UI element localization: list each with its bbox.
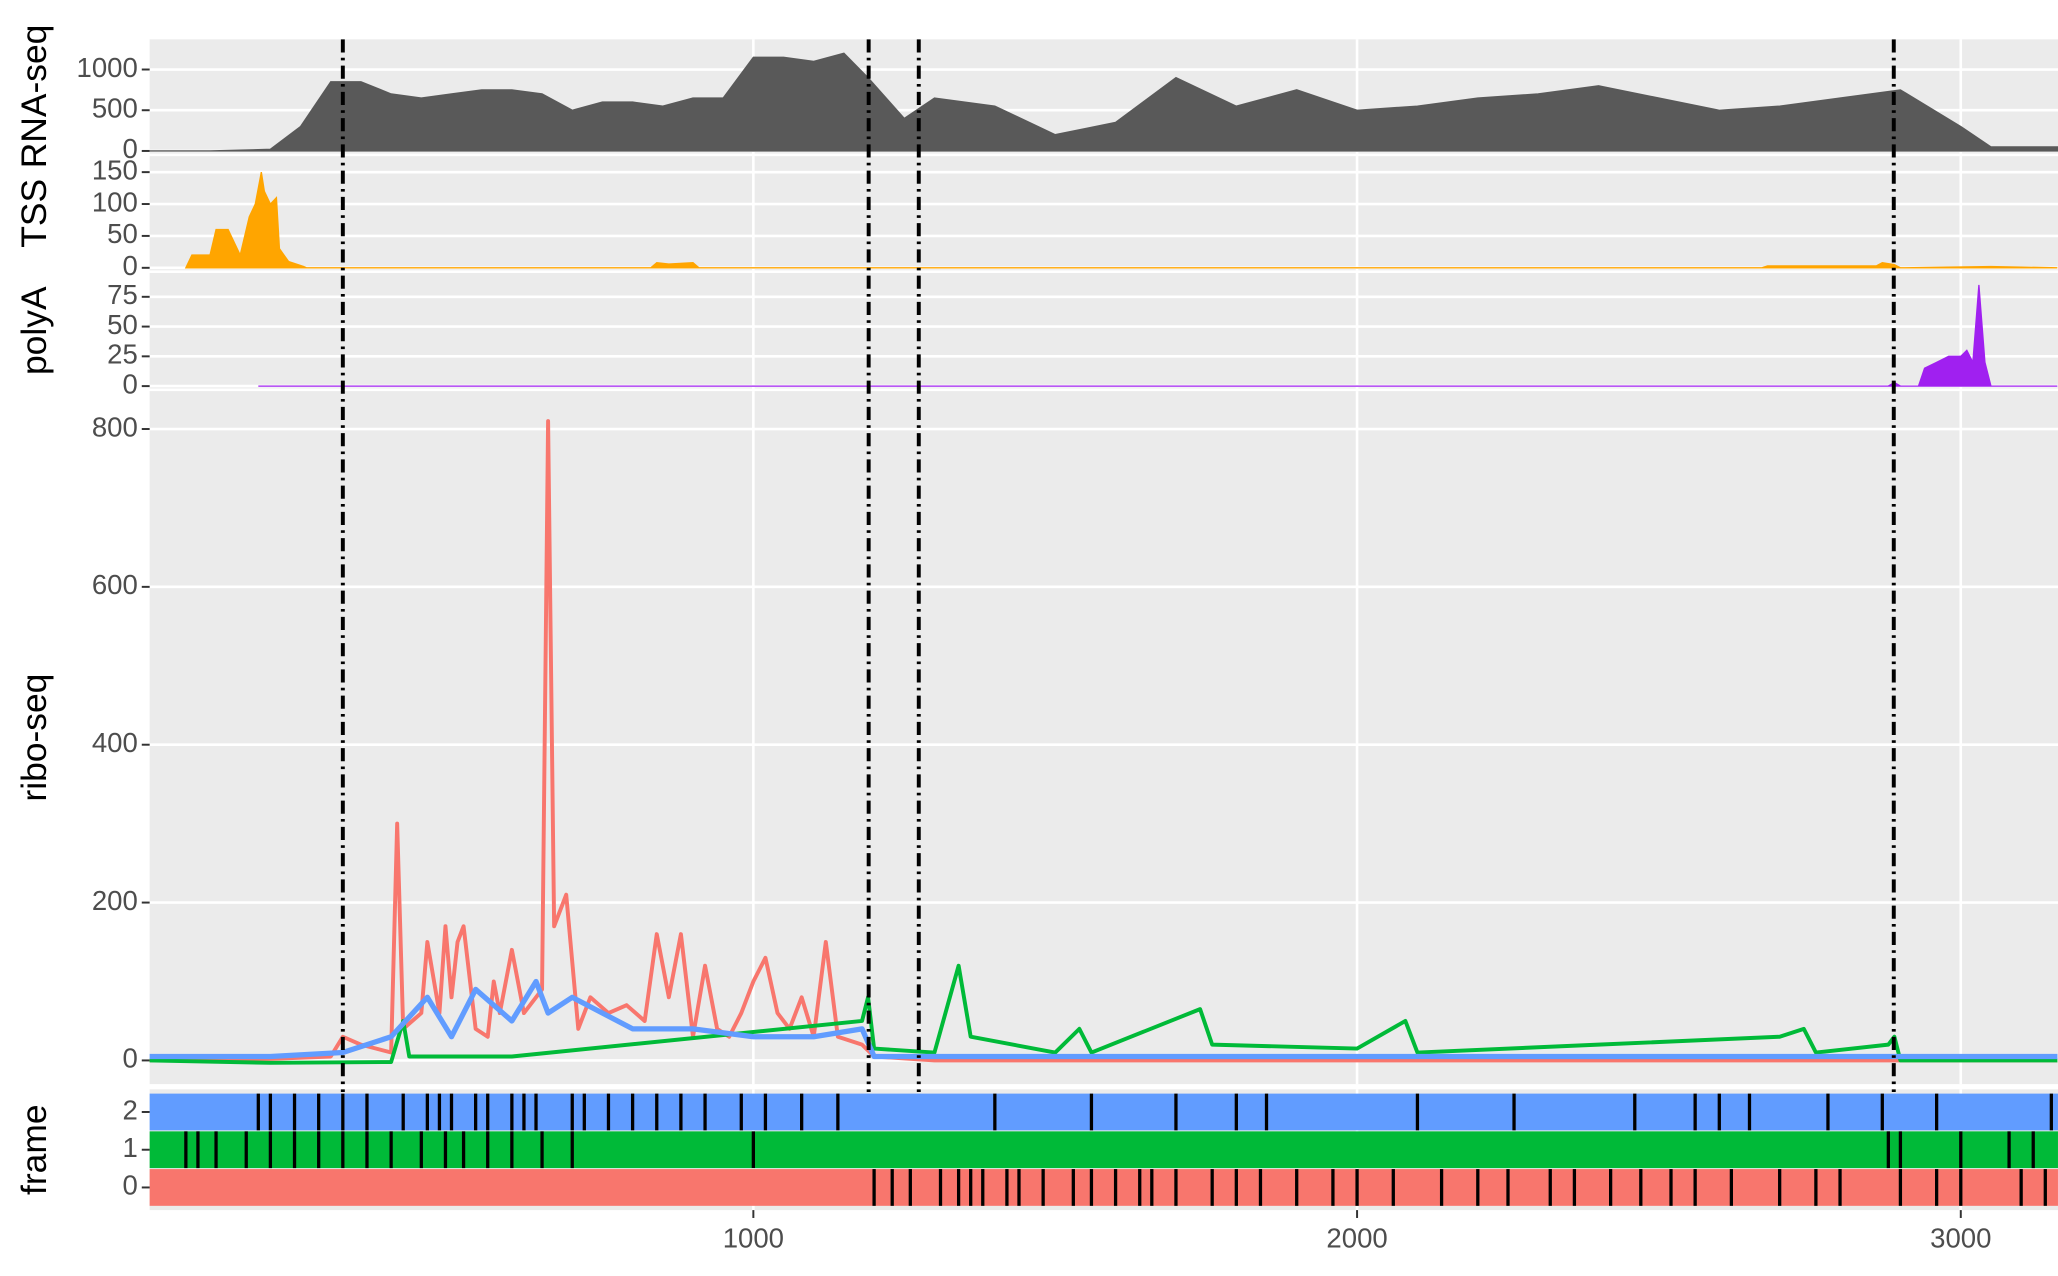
area [258,284,2058,387]
frame-track [149,1131,2058,1169]
y-tick-label: 800 [92,411,138,442]
panel-background [149,391,2058,1085]
y-tick-label: 2 [123,1094,138,1125]
y-axis-label: RNA-seq [14,25,54,169]
y-tick-label: 1000 [77,52,138,83]
y-tick-label: 0 [123,1170,138,1201]
y-tick-label: 400 [92,727,138,758]
x-tick-label: 1000 [723,1223,784,1254]
ribo-line [149,978,2058,1060]
y-tick-label: 75 [107,279,138,310]
y-tick-label: 50 [107,218,138,249]
y-axis-label: ribo-seq [14,674,54,802]
area [149,52,2058,152]
y-axis-label: frame [14,1104,54,1195]
x-tick-label: 3000 [1930,1223,1991,1254]
frame-track [149,1093,2058,1131]
area [184,172,2058,269]
x-tick-label: 2000 [1326,1223,1387,1254]
y-tick-label: 1 [123,1132,138,1163]
ribo-line [149,963,2058,1065]
y-axis-label: TSS [14,179,54,248]
panel-background [149,156,2058,271]
y-tick-label: 0 [123,250,138,281]
y-tick-label: 0 [123,133,138,164]
y-tick-label: 150 [92,154,138,185]
y-axis-label: polyA [14,286,54,375]
y-tick-label: 600 [92,569,138,600]
y-tick-label: 200 [92,885,138,916]
y-tick-label: 25 [107,339,138,370]
y-tick-label: 500 [92,93,138,124]
y-tick-label: 100 [92,186,138,217]
panel-background [149,272,2058,389]
y-tick-label: 50 [107,309,138,340]
frame-track [149,1169,2058,1206]
y-tick-label: 0 [123,368,138,399]
y-tick-label: 0 [123,1043,138,1074]
